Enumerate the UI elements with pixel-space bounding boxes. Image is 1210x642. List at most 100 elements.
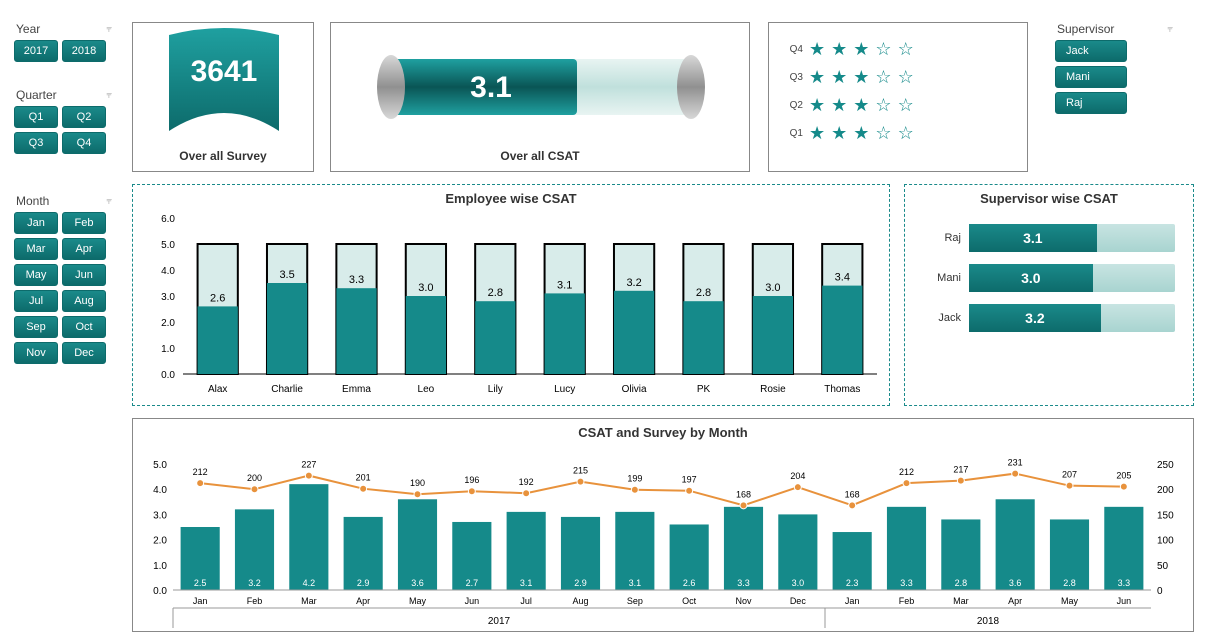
slicer-btn-2017[interactable]: 2017 (14, 40, 58, 62)
svg-text:2.9: 2.9 (574, 578, 587, 588)
svg-text:May: May (1061, 596, 1079, 606)
sup-bar-label: Raj (923, 232, 961, 244)
svg-text:2.6: 2.6 (210, 292, 225, 304)
slicer-btn-q2[interactable]: Q2 (62, 106, 106, 128)
star-row-label: Q2 (779, 100, 803, 111)
slicer-btn-aug[interactable]: Aug (62, 290, 106, 312)
star-icon: ☆ (875, 68, 891, 86)
star-icon: ☆ (898, 40, 914, 58)
slicer-btn-jul[interactable]: Jul (14, 290, 58, 312)
slicer-btn-nov[interactable]: Nov (14, 342, 58, 364)
svg-text:Olivia: Olivia (622, 384, 647, 395)
svg-text:0: 0 (1157, 586, 1163, 597)
svg-text:4.2: 4.2 (303, 578, 316, 588)
slicer-btn-q4[interactable]: Q4 (62, 132, 106, 154)
funnel-icon[interactable]: ⫧ (1167, 24, 1173, 35)
svg-text:Apr: Apr (356, 596, 370, 606)
svg-text:3.0: 3.0 (161, 292, 175, 303)
svg-text:50: 50 (1157, 561, 1169, 572)
slicer-btn-mar[interactable]: Mar (14, 238, 58, 260)
svg-text:Aug: Aug (572, 596, 588, 606)
svg-text:168: 168 (845, 489, 860, 499)
slicer-month: Month⫧ JanFebMarAprMayJunJulAugSepOctNov… (14, 194, 114, 364)
svg-text:3.3: 3.3 (1118, 578, 1131, 588)
funnel-icon[interactable]: ⫧ (106, 24, 112, 35)
slicer-btn-jack[interactable]: Jack (1055, 40, 1127, 62)
svg-text:6.0: 6.0 (161, 214, 175, 225)
svg-text:Lucy: Lucy (554, 384, 575, 395)
svg-text:3.1: 3.1 (557, 279, 572, 291)
svg-text:227: 227 (301, 460, 316, 470)
funnel-icon[interactable]: ⫧ (106, 196, 112, 207)
panel-star-rating: Q4★★★☆☆Q3★★★☆☆Q2★★★☆☆Q1★★★☆☆ (768, 22, 1028, 172)
monthly-chart-title: CSAT and Survey by Month (133, 419, 1193, 446)
slicer-btn-raj[interactable]: Raj (1055, 92, 1127, 114)
survey-shape: 3641 (133, 23, 315, 143)
sup-bar-label: Mani (923, 272, 961, 284)
star-row-Q3: Q3★★★☆☆ (779, 63, 1017, 91)
sup-bar-track: 3.0 (969, 264, 1175, 292)
star-icon: ★ (809, 40, 825, 58)
svg-text:Oct: Oct (682, 596, 697, 606)
sup-bar-label: Jack (923, 312, 961, 324)
funnel-icon[interactable]: ⫧ (106, 90, 112, 101)
svg-text:212: 212 (899, 467, 914, 477)
svg-text:215: 215 (573, 466, 588, 476)
svg-text:2017: 2017 (488, 616, 511, 627)
slicer-btn-q3[interactable]: Q3 (14, 132, 58, 154)
svg-text:2.0: 2.0 (161, 318, 175, 329)
slicer-btn-jan[interactable]: Jan (14, 212, 58, 234)
svg-text:190: 190 (410, 478, 425, 488)
star-icon: ★ (831, 96, 847, 114)
slicer-supervisor-title: Supervisor⫧ (1055, 22, 1175, 36)
svg-text:Lily: Lily (488, 384, 503, 395)
svg-text:2018: 2018 (977, 616, 1000, 627)
star-icon: ★ (853, 96, 869, 114)
employee-chart-title: Employee wise CSAT (133, 185, 889, 212)
slicer-btn-feb[interactable]: Feb (62, 212, 106, 234)
slicer-btn-oct[interactable]: Oct (62, 316, 106, 338)
star-row-Q1: Q1★★★☆☆ (779, 119, 1017, 147)
svg-text:2.6: 2.6 (683, 578, 696, 588)
slicer-btn-may[interactable]: May (14, 264, 58, 286)
svg-text:3.0: 3.0 (418, 282, 433, 294)
slicer-btn-apr[interactable]: Apr (62, 238, 106, 260)
star-icon: ☆ (898, 96, 914, 114)
slicer-btn-mani[interactable]: Mani (1055, 66, 1127, 88)
slicer-btn-2018[interactable]: 2018 (62, 40, 106, 62)
panel-employee-csat: Employee wise CSAT 0.01.02.03.04.05.06.0… (132, 184, 890, 406)
employee-chart: 0.01.02.03.04.05.06.02.6Alax3.5Charlie3.… (133, 212, 891, 402)
svg-text:0.0: 0.0 (153, 586, 167, 597)
svg-text:3.3: 3.3 (349, 274, 364, 286)
slicer-btn-q1[interactable]: Q1 (14, 106, 58, 128)
svg-text:Jun: Jun (1117, 596, 1132, 606)
svg-text:192: 192 (519, 477, 534, 487)
svg-text:Jan: Jan (845, 596, 860, 606)
sup-bar-jack: Jack3.2 (923, 304, 1175, 332)
svg-text:1.0: 1.0 (153, 561, 167, 572)
slicer-month-title: Month⫧ (14, 194, 114, 208)
svg-text:3.6: 3.6 (411, 578, 424, 588)
slicer-quarter-title: Quarter⫧ (14, 88, 114, 102)
slicer-btn-sep[interactable]: Sep (14, 316, 58, 338)
survey-value: 3641 (191, 55, 258, 88)
star-icon: ☆ (875, 40, 891, 58)
slicer-btn-jun[interactable]: Jun (62, 264, 106, 286)
svg-text:212: 212 (193, 467, 208, 477)
svg-text:Mar: Mar (953, 596, 969, 606)
svg-text:Alax: Alax (208, 384, 227, 395)
svg-text:199: 199 (627, 474, 642, 484)
svg-text:3.6: 3.6 (1009, 578, 1022, 588)
slicer-btn-dec[interactable]: Dec (62, 342, 106, 364)
svg-text:1.0: 1.0 (161, 344, 175, 355)
svg-text:2.8: 2.8 (488, 287, 503, 299)
svg-text:3.4: 3.4 (835, 272, 850, 284)
svg-text:Rosie: Rosie (760, 384, 786, 395)
star-icon: ★ (853, 68, 869, 86)
star-icon: ★ (831, 68, 847, 86)
star-icon: ★ (809, 68, 825, 86)
svg-text:3.3: 3.3 (737, 578, 750, 588)
svg-text:Feb: Feb (247, 596, 263, 606)
svg-text:2.8: 2.8 (955, 578, 968, 588)
csat-value: 3.1 (470, 71, 512, 104)
